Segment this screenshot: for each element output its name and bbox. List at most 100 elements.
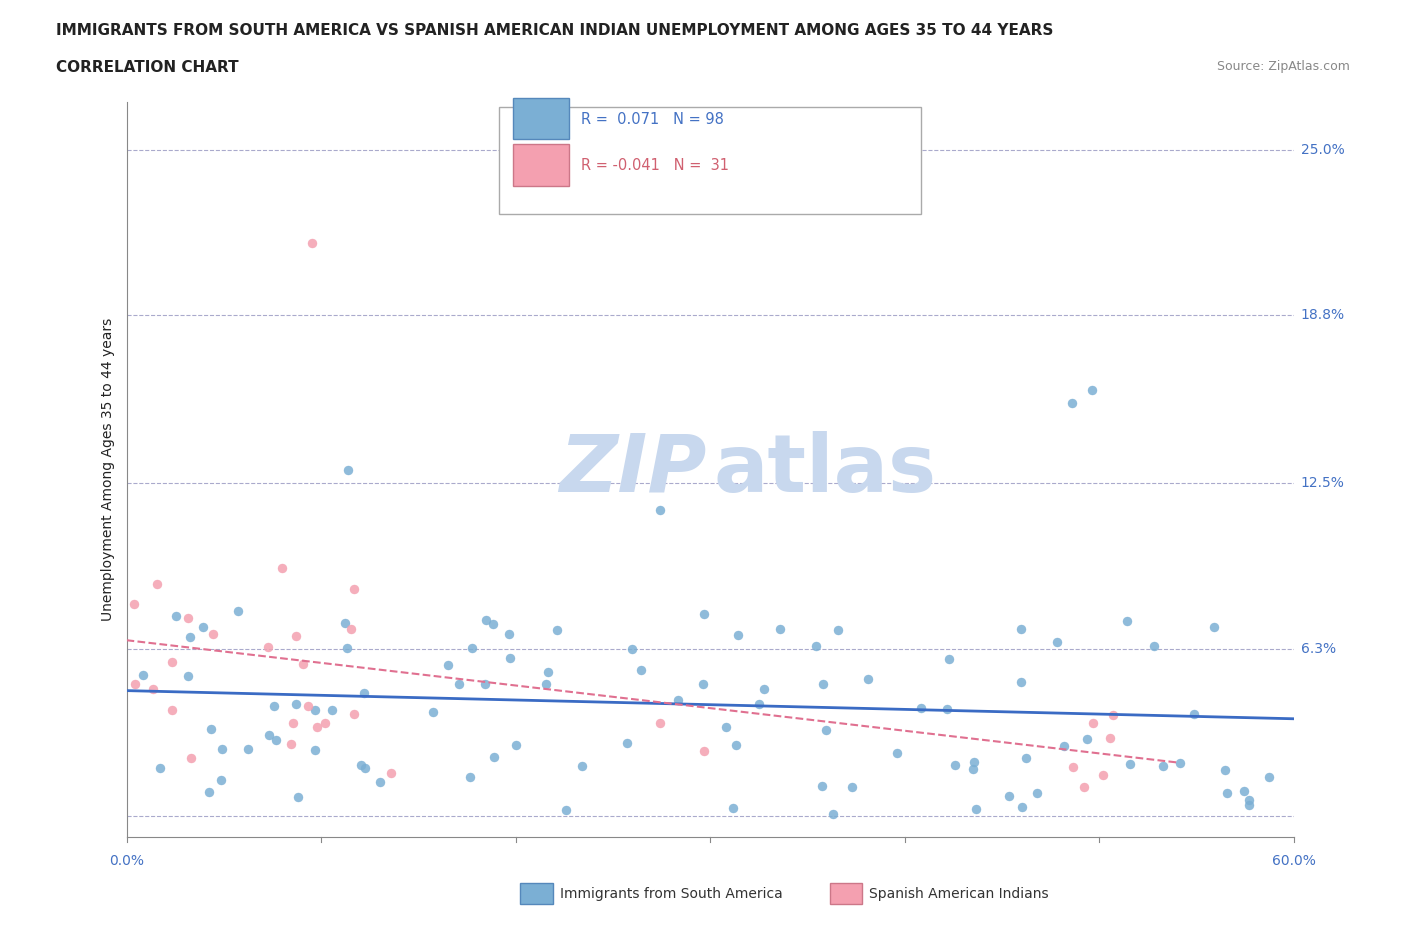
Point <box>266 733 288 748</box>
Text: Source: ZipAtlas.com: Source: ZipAtlas.com <box>1216 60 1350 73</box>
Point <box>211 741 233 756</box>
Point <box>179 630 201 644</box>
Point <box>505 737 527 752</box>
Point <box>257 728 280 743</box>
Point <box>422 705 444 720</box>
Point <box>1073 779 1095 794</box>
Point <box>460 641 482 656</box>
Point <box>474 677 496 692</box>
Point <box>380 765 402 780</box>
Text: Spanish American Indians: Spanish American Indians <box>869 886 1049 901</box>
Point <box>965 802 987 817</box>
Text: 60.0%: 60.0% <box>1271 854 1316 868</box>
Text: 18.8%: 18.8% <box>1301 308 1344 323</box>
Point <box>962 762 984 777</box>
Point <box>142 682 165 697</box>
Point <box>650 716 672 731</box>
Point <box>616 736 638 751</box>
Text: 6.3%: 6.3% <box>1301 643 1336 657</box>
Point <box>938 651 960 666</box>
Point <box>752 682 775 697</box>
Point <box>498 650 520 665</box>
Point <box>856 671 879 686</box>
Text: Immigrants from South America: Immigrants from South America <box>560 886 782 901</box>
Point <box>354 761 377 776</box>
Point <box>666 693 689 708</box>
Point <box>886 746 908 761</box>
Point <box>620 642 643 657</box>
Text: CORRELATION CHART: CORRELATION CHART <box>56 60 239 75</box>
Point <box>1143 639 1166 654</box>
Point <box>1026 786 1049 801</box>
Point <box>1152 759 1174 774</box>
Point <box>1011 800 1033 815</box>
Text: ZIP: ZIP <box>560 431 707 509</box>
Point <box>482 617 505 631</box>
Point <box>297 699 319 714</box>
Text: IMMIGRANTS FROM SOUTH AMERICA VS SPANISH AMERICAN INDIAN UNEMPLOYMENT AMONG AGES: IMMIGRANTS FROM SOUTH AMERICA VS SPANISH… <box>56 23 1053 38</box>
Point <box>630 662 652 677</box>
Point <box>436 658 458 672</box>
Text: R =  0.071   N = 98: R = 0.071 N = 98 <box>581 112 724 126</box>
Point <box>1182 707 1205 722</box>
Point <box>536 665 558 680</box>
Point <box>200 722 222 737</box>
Point <box>321 702 343 717</box>
Point <box>333 616 356 631</box>
Point <box>1233 783 1256 798</box>
Point <box>263 698 285 713</box>
Point <box>122 596 145 611</box>
Text: 25.0%: 25.0% <box>1301 143 1344 157</box>
Point <box>336 641 359 656</box>
Point <box>280 737 302 751</box>
Point <box>304 703 326 718</box>
Text: 12.5%: 12.5% <box>1301 476 1344 490</box>
Point <box>827 623 849 638</box>
Point <box>546 622 568 637</box>
Point <box>998 789 1021 804</box>
Point <box>571 759 593 774</box>
Point <box>292 657 315 671</box>
Point <box>748 697 770 711</box>
Point <box>823 807 845 822</box>
Point <box>910 700 932 715</box>
Point <box>1060 395 1083 410</box>
Point <box>226 604 249 618</box>
Point <box>841 779 863 794</box>
Point <box>460 769 482 784</box>
Point <box>285 629 308 644</box>
Point <box>177 669 200 684</box>
Point <box>238 741 260 756</box>
Point <box>340 622 363 637</box>
Point <box>534 677 557 692</box>
Point <box>447 677 470 692</box>
Point <box>165 608 187 623</box>
Point <box>285 697 308 711</box>
Point <box>257 640 280 655</box>
Point <box>1091 767 1114 782</box>
Point <box>648 502 671 517</box>
Point <box>692 677 714 692</box>
Point <box>301 236 323 251</box>
Point <box>1080 382 1102 397</box>
Point <box>482 750 505 764</box>
Point <box>353 685 375 700</box>
Point <box>1257 769 1279 784</box>
Point <box>124 676 146 691</box>
Point <box>337 462 360 477</box>
Point <box>1213 763 1236 777</box>
Point <box>1204 619 1226 634</box>
Point <box>1216 786 1239 801</box>
Point <box>1081 715 1104 730</box>
Point <box>721 801 744 816</box>
Point <box>304 743 326 758</box>
Point <box>1053 738 1076 753</box>
Point <box>811 778 834 793</box>
Point <box>1119 756 1142 771</box>
Point <box>305 720 328 735</box>
Point <box>350 758 373 773</box>
Point <box>815 723 838 737</box>
Point <box>162 702 184 717</box>
Point <box>368 775 391 790</box>
Point <box>160 655 183 670</box>
